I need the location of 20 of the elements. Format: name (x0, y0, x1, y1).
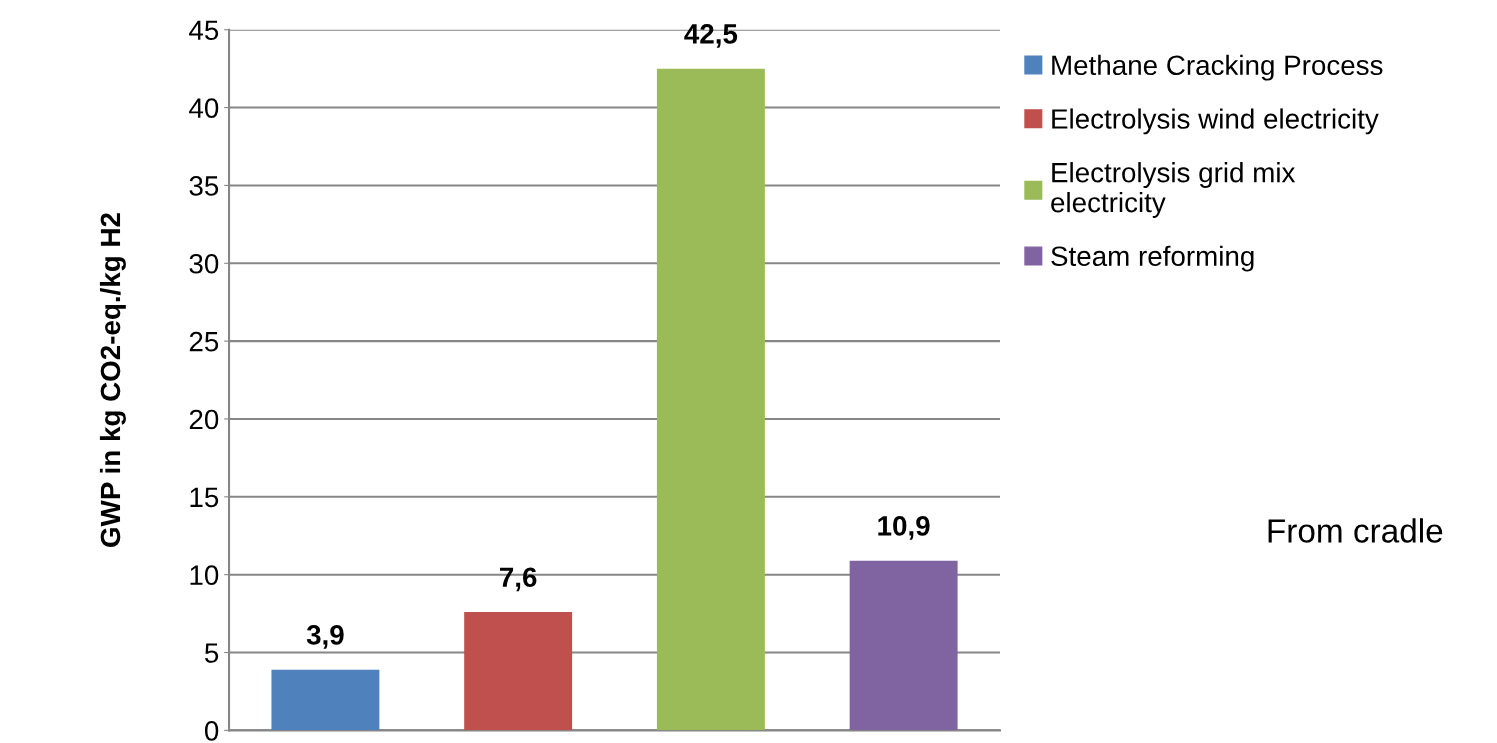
legend-label: Methane Cracking Process (1052, 54, 1383, 81)
data-label: 10,9 (878, 516, 930, 540)
legend-label: Electrolysis wind electricity (1052, 108, 1379, 135)
legend-label: Steam reforming (1051, 245, 1254, 272)
data-label: 42,5 (684, 24, 738, 48)
y-tick-label: 25 (189, 331, 219, 352)
y-tick-label: 5 (204, 643, 219, 663)
y-tick-label: 15 (190, 487, 219, 508)
data-label: 3,9 (306, 625, 344, 649)
data-label: 7,6 (500, 567, 537, 592)
y-axis-title: GWP in kg CO2-eq./kg H2 (99, 213, 126, 547)
y-tick-label: 20 (189, 409, 219, 430)
y-tick-label: 45 (189, 20, 219, 41)
y-tick-label: 40 (189, 98, 219, 118)
y-tick-label: 10 (190, 565, 219, 586)
legend-label: Electrolysis grid mix electricity (1051, 162, 1296, 218)
text: From cradle (1268, 518, 1443, 543)
y-tick-label: 35 (189, 176, 219, 196)
y-tick-label: 0 (204, 721, 219, 741)
y-tick-label: 30 (189, 253, 219, 274)
